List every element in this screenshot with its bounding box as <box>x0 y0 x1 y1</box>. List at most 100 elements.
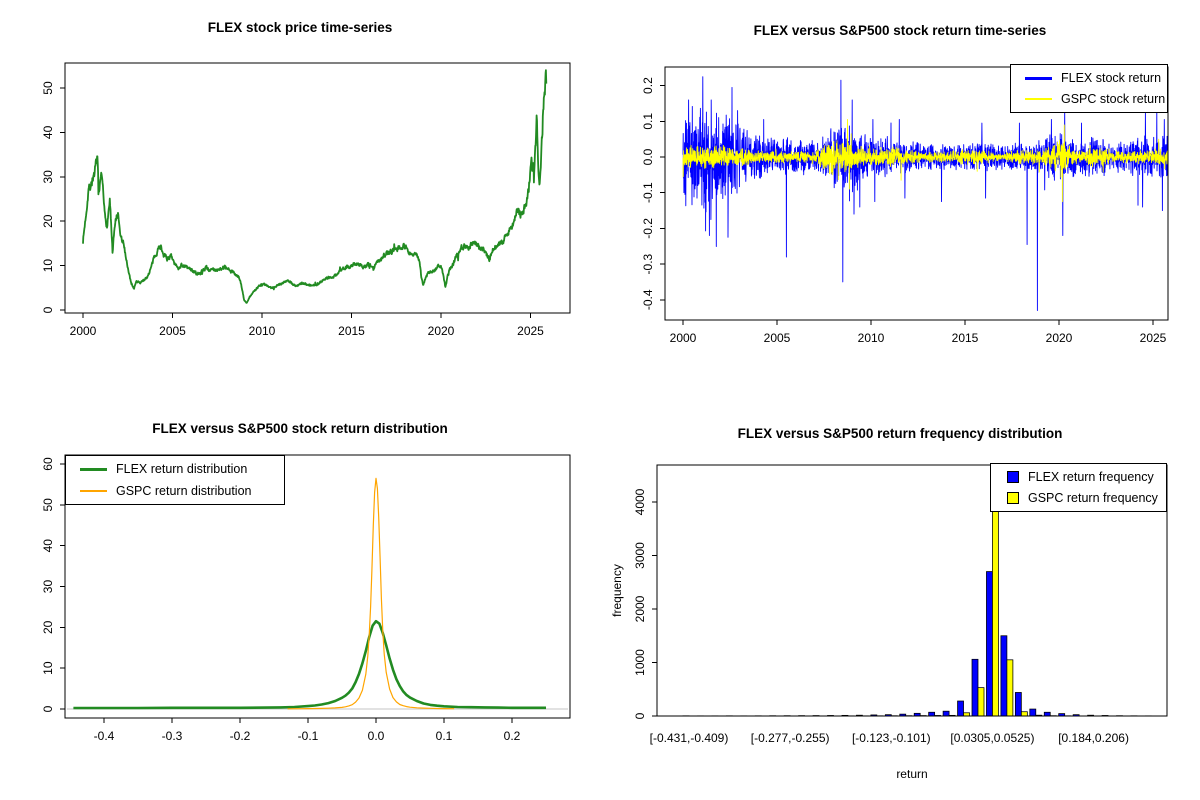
svg-text:2010: 2010 <box>249 324 276 338</box>
svg-text:2000: 2000 <box>633 595 647 622</box>
svg-text:0: 0 <box>41 306 55 313</box>
flex-density-line-swatch <box>80 467 107 471</box>
svg-text:0.1: 0.1 <box>641 113 655 130</box>
svg-text:40: 40 <box>41 125 55 139</box>
returns-chart-plot: 2000 2005 2010 2015 2020 2025 0.2 0.1 0.0 -0.1 -0.… <box>641 66 1169 345</box>
y-axis: 0.2 0.1 0.0 -0.1 -0.2 -0.3 -0.4 <box>641 77 665 310</box>
x-axis: 2000 2005 2010 2015 2020 2025 <box>70 313 544 338</box>
plot-box <box>656 464 1168 717</box>
density-legend: FLEX return distribution GSPC return dis… <box>65 455 285 505</box>
flex-frequency-bar <box>1029 708 1037 717</box>
svg-text:-0.1: -0.1 <box>641 182 655 203</box>
svg-text:0: 0 <box>633 712 647 719</box>
svg-text:2015: 2015 <box>952 331 979 345</box>
histogram-chart-plot: 0 1000 2000 3000 4000 [-0.431,-0.409) [-0.277,… <box>610 464 1168 781</box>
svg-text:30: 30 <box>41 580 55 594</box>
svg-text:20: 20 <box>41 214 55 228</box>
svg-text:0.2: 0.2 <box>641 77 655 94</box>
svg-text:4000: 4000 <box>633 488 647 515</box>
svg-text:-0.4: -0.4 <box>641 289 655 310</box>
flex-frequency-square-swatch <box>1007 471 1019 483</box>
svg-text:0.0: 0.0 <box>641 148 655 165</box>
histogram-legend: FLEX return frequency GSPC return freque… <box>990 463 1167 512</box>
svg-text:50: 50 <box>41 498 55 512</box>
svg-text:2015: 2015 <box>338 324 365 338</box>
legend-label: GSPC return frequency <box>1028 491 1158 505</box>
x-axis: [-0.431,-0.409) [-0.277,-0.255) [-0.123,-0… <box>650 731 1129 745</box>
gspc-return-line-swatch <box>1025 98 1052 100</box>
gspc-frequency-square-swatch <box>1007 492 1019 504</box>
flex-frequency-bar <box>928 711 936 717</box>
legend-label: GSPC stock return <box>1061 92 1166 106</box>
svg-text:2000: 2000 <box>70 324 97 338</box>
svg-text:2025: 2025 <box>1140 331 1167 345</box>
svg-text:10: 10 <box>41 661 55 675</box>
flex-frequency-bar <box>1014 692 1022 717</box>
legend-item-flex-frequency: FLEX return frequency <box>1007 468 1166 486</box>
y-axis-label: frequency <box>610 564 624 617</box>
legend-item-flex-density: FLEX return distribution <box>80 460 284 479</box>
svg-text:3000: 3000 <box>633 542 647 569</box>
flex-return-line-swatch <box>1025 76 1052 80</box>
svg-text:2005: 2005 <box>159 324 186 338</box>
svg-text:-0.3: -0.3 <box>641 253 655 274</box>
gspc-density-curve <box>287 477 455 710</box>
svg-text:0: 0 <box>41 705 55 712</box>
panel-histogram-chart: 0 1000 2000 3000 4000 [-0.431,-0.409) [-0.277,… <box>600 400 1200 800</box>
flex-frequency-bar <box>957 700 964 717</box>
svg-text:2005: 2005 <box>764 331 791 345</box>
price-chart-plot: 2000 2005 2010 2015 2020 2025 0 10 20 30 40 50 <box>41 62 571 338</box>
density-chart-plot: -0.4 -0.3 -0.2 -0.1 0.0 0.1 0.2 0 10 20 30 40 50 60 <box>41 454 571 743</box>
svg-text:[-0.431,-0.409): [-0.431,-0.409) <box>650 731 729 745</box>
legend-item-gspc-return: GSPC stock return <box>1025 90 1167 108</box>
panel-density-chart: -0.4 -0.3 -0.2 -0.1 0.0 0.1 0.2 0 10 20 30 40 50 60 F… <box>0 400 600 800</box>
flex-density-curve <box>73 619 546 710</box>
legend-label: FLEX return frequency <box>1028 470 1154 484</box>
panel-returns-chart: 2000 2005 2010 2015 2020 2025 0.2 0.1 0.0 -0.1 -0.… <box>600 0 1200 400</box>
gspc-frequency-bar <box>1006 659 1014 717</box>
y-axis: 0 10 20 30 40 50 60 <box>41 457 65 712</box>
gspc-frequency-bar <box>977 687 985 717</box>
returns-legend: FLEX stock return GSPC stock return <box>1010 64 1168 113</box>
svg-text:1000: 1000 <box>633 649 647 676</box>
svg-text:-0.2: -0.2 <box>230 729 251 743</box>
gspc-density-line-swatch <box>80 490 107 492</box>
svg-text:20: 20 <box>41 620 55 634</box>
legend-item-gspc-frequency: GSPC return frequency <box>1007 489 1166 507</box>
panel-price-chart: 2000 2005 2010 2015 2020 2025 0 10 20 30 40 50 FLEX… <box>0 0 600 400</box>
legend-label: GSPC return distribution <box>116 483 252 498</box>
flex-frequency-bar <box>942 710 950 717</box>
flex-frequency-bar <box>986 571 993 717</box>
flex-frequency-bar <box>1043 711 1051 717</box>
y-axis: 0 1000 2000 3000 4000 <box>633 488 657 719</box>
legend-label: FLEX stock return <box>1061 71 1162 85</box>
plot-box <box>664 66 1169 321</box>
svg-text:2020: 2020 <box>428 324 455 338</box>
svg-text:[-0.277,-0.255): [-0.277,-0.255) <box>751 731 830 745</box>
plot-box <box>64 62 571 314</box>
gspc-return-series-line <box>682 119 1168 203</box>
flex-price-series-line <box>82 69 548 304</box>
svg-text:2020: 2020 <box>1046 331 1073 345</box>
x-axis: -0.4 -0.3 -0.2 -0.1 0.0 0.1 0.2 <box>94 718 521 743</box>
svg-text:10: 10 <box>41 259 55 273</box>
svg-text:[-0.123,-0.101): [-0.123,-0.101) <box>852 731 931 745</box>
returns-chart-title: FLEX versus S&P500 stock return time-ser… <box>753 23 1047 38</box>
svg-text:-0.3: -0.3 <box>162 729 183 743</box>
svg-text:60: 60 <box>41 457 55 471</box>
price-chart-title: FLEX stock price time-series <box>207 20 393 35</box>
svg-text:-0.2: -0.2 <box>641 218 655 239</box>
svg-text:2000: 2000 <box>670 331 697 345</box>
svg-text:0.0: 0.0 <box>368 729 385 743</box>
histogram-chart-title: FLEX versus S&P500 return frequency dist… <box>737 426 1063 441</box>
flex-frequency-bar <box>971 658 979 717</box>
x-axis-label: return <box>896 767 927 781</box>
svg-text:50: 50 <box>41 81 55 95</box>
svg-text:0.2: 0.2 <box>504 729 521 743</box>
svg-text:[0.0305,0.0525): [0.0305,0.0525) <box>950 731 1034 745</box>
legend-item-flex-return: FLEX stock return <box>1025 69 1167 87</box>
y-axis: 0 10 20 30 40 50 <box>41 81 65 313</box>
svg-text:2010: 2010 <box>858 331 885 345</box>
svg-text:[0.184,0.206): [0.184,0.206) <box>1058 731 1129 745</box>
